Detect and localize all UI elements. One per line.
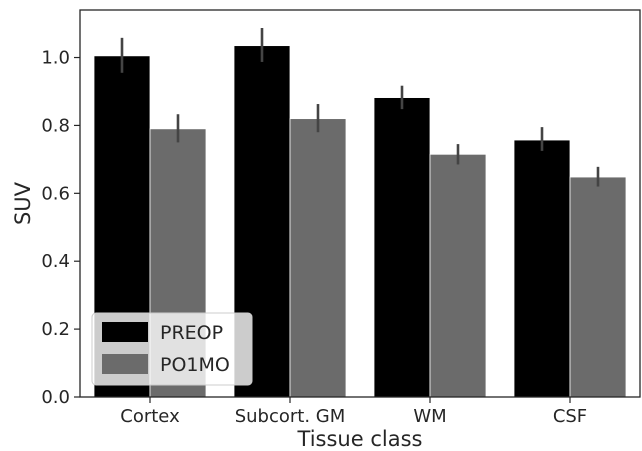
legend: PREOP PO1MO (91, 312, 253, 386)
y-tick-label: 1.0 (41, 48, 70, 69)
bar-preop-2 (373, 97, 431, 398)
legend-label-preop: PREOP (160, 322, 223, 344)
x-tick-label: Cortex (120, 406, 180, 427)
plot-frame (79, 9, 641, 398)
legend-label-po1mo: PO1MO (160, 354, 230, 376)
y-axis-label: SUV (11, 181, 35, 225)
bar-po1mo-3 (569, 176, 627, 398)
bar-po1mo-1 (289, 118, 347, 398)
bar-preop-3 (513, 139, 571, 398)
error-bars (120, 27, 600, 187)
y-axis-ticks: 0.0 0.2 0.4 0.6 0.8 1.0 (41, 48, 80, 408)
legend-swatch-po1mo (102, 354, 148, 374)
bar-po1mo-2 (429, 153, 487, 398)
y-tick-label: 0.2 (41, 319, 70, 340)
x-tick-label: CSF (553, 406, 587, 427)
y-tick-label: 0.8 (41, 115, 70, 136)
y-tick-label: 0.4 (41, 251, 70, 272)
y-tick-label: 0.0 (41, 387, 70, 408)
y-tick-label: 0.6 (41, 183, 70, 204)
legend-swatch-preop (102, 322, 148, 342)
x-axis-label: Tissue class (297, 427, 423, 451)
x-tick-label: WM (413, 406, 446, 427)
x-axis-ticks: Cortex Subcort. GM WM CSF (120, 397, 587, 427)
x-tick-label: Subcort. GM (235, 406, 346, 427)
